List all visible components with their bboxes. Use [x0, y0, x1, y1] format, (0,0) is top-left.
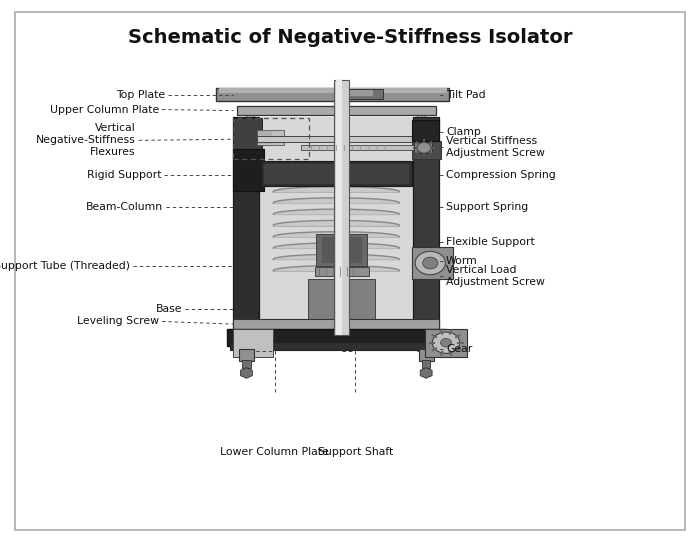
Bar	[264, 164, 409, 184]
Bar	[336, 80, 342, 335]
Polygon shape	[420, 367, 432, 378]
Text: Flexible Support: Flexible Support	[446, 237, 535, 247]
Bar	[315, 267, 368, 276]
Bar	[412, 120, 439, 141]
Bar	[233, 329, 273, 357]
Bar	[412, 247, 453, 279]
Circle shape	[433, 332, 460, 353]
Polygon shape	[241, 367, 253, 378]
Circle shape	[423, 257, 438, 269]
Bar	[417, 114, 426, 351]
Bar	[422, 360, 430, 368]
Text: Clamp: Clamp	[446, 127, 481, 137]
Bar	[219, 88, 447, 93]
Text: Compression Spring: Compression Spring	[446, 170, 556, 180]
Bar	[426, 329, 467, 357]
Text: Top Plate: Top Plate	[116, 89, 164, 100]
Bar	[233, 118, 262, 149]
Bar	[342, 89, 383, 99]
Bar	[237, 106, 435, 115]
Text: Lower Column Plate: Lower Column Plate	[220, 447, 329, 457]
Text: Gear: Gear	[446, 344, 473, 354]
Circle shape	[417, 143, 431, 153]
Bar	[258, 131, 272, 144]
Bar	[233, 117, 260, 330]
Text: Vertical Load
Adjustment Screw: Vertical Load Adjustment Screw	[446, 266, 545, 287]
Text: Beam-Column: Beam-Column	[86, 202, 163, 212]
Bar	[230, 341, 442, 350]
Text: Tilt Pad: Tilt Pad	[446, 89, 486, 100]
Text: Worm: Worm	[446, 256, 478, 267]
Bar	[233, 118, 309, 159]
Bar	[239, 349, 254, 361]
Text: Rigid Support: Rigid Support	[87, 170, 161, 180]
Bar	[257, 130, 284, 145]
Text: Support Spring: Support Spring	[446, 202, 528, 212]
Bar	[246, 114, 254, 351]
Bar	[413, 117, 439, 330]
Bar	[260, 117, 413, 330]
Bar	[227, 330, 446, 346]
Circle shape	[415, 251, 445, 275]
Bar	[233, 319, 439, 335]
Bar	[419, 349, 434, 361]
Text: Vertical Stiffness
Adjustment Screw: Vertical Stiffness Adjustment Screw	[446, 136, 545, 158]
Text: Vertical
Negative-Stiffness
Flexures: Vertical Negative-Stiffness Flexures	[36, 124, 136, 157]
Bar	[261, 160, 412, 186]
Bar	[414, 143, 433, 153]
Bar	[334, 80, 349, 335]
Bar	[316, 234, 367, 266]
Bar	[350, 91, 373, 96]
Bar	[300, 145, 416, 151]
Bar	[308, 279, 375, 330]
Text: Base: Base	[155, 304, 182, 314]
Bar	[322, 237, 362, 262]
Bar	[257, 136, 416, 143]
Circle shape	[440, 338, 452, 347]
Bar	[412, 141, 440, 159]
Bar	[216, 88, 449, 101]
Text: Support Tube (Threaded): Support Tube (Threaded)	[0, 261, 130, 270]
Text: Support Shaft: Support Shaft	[318, 447, 393, 457]
Text: Schematic of Negative-Stiffness Isolator: Schematic of Negative-Stiffness Isolator	[127, 28, 573, 47]
Text: Upper Column Plate: Upper Column Plate	[50, 105, 160, 114]
Text: Leveling Screw: Leveling Screw	[77, 317, 160, 326]
Bar	[242, 360, 251, 368]
Bar	[233, 149, 264, 191]
